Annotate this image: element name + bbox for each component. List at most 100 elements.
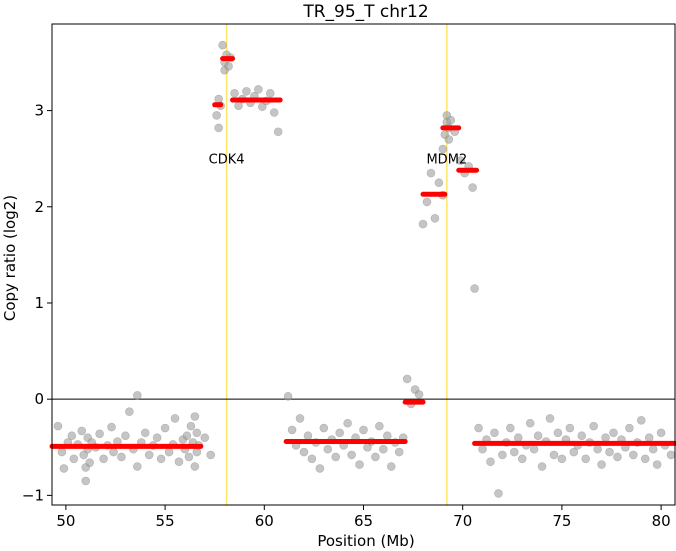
data-point	[218, 40, 227, 50]
data-point	[553, 428, 563, 438]
data-point	[652, 460, 662, 469]
y-axis-label: Copy ratio (log2)	[1, 195, 19, 321]
x-axis-label: Position (Mb)	[317, 532, 414, 550]
data-point	[478, 444, 487, 454]
data-point	[254, 85, 263, 94]
data-point	[517, 454, 527, 464]
data-point	[513, 433, 523, 442]
data-point	[386, 462, 396, 471]
data-point	[446, 115, 456, 125]
data-point	[99, 454, 108, 464]
data-point	[269, 108, 279, 117]
data-point	[456, 156, 466, 165]
data-point	[545, 414, 555, 423]
x-tick-label: 65	[354, 512, 373, 530]
data-point	[182, 431, 192, 441]
data-point	[470, 284, 479, 293]
data-point	[597, 460, 606, 469]
chart-title: TR_95_T chr12	[302, 2, 428, 22]
data-point	[265, 88, 275, 98]
data-point	[214, 123, 223, 133]
data-point	[375, 421, 384, 431]
x-tick-label: 55	[156, 512, 175, 530]
data-point	[589, 421, 598, 431]
data-point	[418, 219, 428, 229]
data-point	[609, 428, 618, 438]
data-point	[581, 454, 591, 464]
data-point	[494, 489, 503, 498]
data-point	[184, 452, 194, 462]
data-point	[371, 452, 380, 462]
data-point	[57, 447, 67, 457]
gene-marker-lines	[225, 24, 448, 505]
segment-lines	[49, 56, 676, 449]
data-point	[121, 431, 130, 441]
data-point	[506, 423, 515, 433]
y-tick-label: 3	[34, 102, 44, 120]
data-point	[629, 450, 638, 460]
data-point	[394, 447, 404, 457]
data-point	[577, 431, 587, 441]
data-point	[200, 433, 210, 442]
x-tick-label: 50	[56, 512, 75, 530]
data-point	[212, 111, 221, 120]
data-point	[402, 374, 412, 384]
data-point	[117, 452, 126, 462]
data-point	[273, 127, 283, 137]
data-point	[67, 431, 77, 441]
data-point	[557, 454, 567, 464]
x-axis-ticks: 50 55 60 65 70 75 80	[56, 505, 671, 530]
data-point	[299, 447, 309, 457]
data-point	[125, 407, 134, 416]
data-point	[133, 391, 142, 400]
data-point	[287, 425, 297, 435]
data-point	[379, 444, 388, 454]
data-point	[133, 462, 142, 471]
data-point	[156, 454, 166, 464]
data-point	[625, 423, 634, 433]
data-point	[648, 444, 658, 454]
data-point	[533, 431, 543, 441]
data-point	[601, 433, 610, 442]
data-point	[474, 423, 483, 433]
data-point	[160, 423, 170, 433]
data-point	[59, 464, 69, 473]
data-point	[569, 447, 579, 457]
data-point	[490, 428, 499, 438]
data-point	[164, 447, 174, 457]
data-point	[283, 391, 293, 401]
data-point	[315, 464, 325, 473]
data-point	[242, 87, 251, 96]
data-point	[230, 88, 239, 98]
data-points	[53, 40, 676, 498]
x-tick-label: 80	[652, 512, 671, 530]
data-point	[186, 421, 196, 431]
data-point	[438, 144, 448, 154]
data-point	[359, 425, 368, 435]
data-point	[666, 450, 676, 460]
data-point	[605, 447, 614, 457]
data-point	[529, 444, 539, 454]
y-tick-label: 0	[34, 390, 44, 408]
data-point	[77, 426, 87, 436]
data-point	[140, 428, 150, 438]
y-tick-label: 1	[34, 294, 44, 312]
data-point	[190, 462, 200, 471]
data-point	[95, 429, 104, 439]
data-point	[206, 450, 216, 460]
y-tick-label: −1	[22, 486, 44, 504]
data-point	[307, 454, 317, 464]
data-point	[109, 447, 118, 457]
data-point	[331, 452, 341, 462]
data-point	[192, 428, 202, 438]
data-point	[525, 418, 535, 428]
data-point	[549, 450, 559, 460]
data-point	[426, 168, 436, 178]
data-point	[335, 428, 344, 438]
data-point	[190, 412, 200, 421]
data-point	[144, 450, 154, 460]
data-point	[107, 422, 116, 432]
data-point	[343, 418, 352, 428]
data-point	[355, 460, 364, 469]
